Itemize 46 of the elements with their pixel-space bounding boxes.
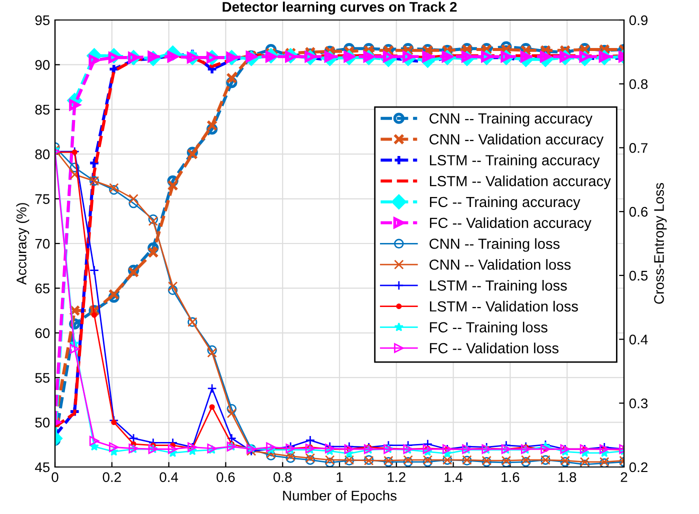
legend-label: FC -- Training accuracy: [430, 196, 580, 210]
x-tick-label: 0.6: [216, 472, 235, 482]
x-tick-label: 0.2: [102, 472, 121, 482]
legend-label: LSTM -- Training accuracy: [430, 154, 600, 168]
chart-title: Detector learning curves on Track 2: [222, 2, 457, 15]
x-tick-label: 0.8: [273, 472, 292, 482]
y-tick-label: 45: [35, 462, 50, 472]
y-tick-label: 80: [35, 149, 50, 160]
y2-tick-label: 0.3: [629, 398, 648, 408]
x-tick-label: 2: [620, 472, 628, 482]
y-tick-label: 85: [35, 104, 50, 115]
x-tick-label: 0: [52, 472, 58, 482]
legend-label: CNN -- Validation loss: [430, 259, 571, 270]
y-tick-label: 60: [35, 328, 50, 338]
y2-tick-label: 0.9: [629, 15, 648, 26]
x-tick-label: 1.2: [388, 472, 406, 482]
y-tick-label: 55: [35, 373, 50, 383]
legend-label: LSTM -- Training loss: [430, 280, 567, 294]
y2-tick-label: 0.4: [629, 334, 648, 344]
legend-label: LSTM -- Validation accuracy: [430, 176, 611, 190]
y-tick-label: 50: [35, 418, 50, 428]
x-tick-label: 1: [336, 472, 343, 482]
legend-label: CNN -- Training loss: [430, 238, 560, 252]
y2-tick-label: 0.8: [629, 79, 648, 90]
x-axis-title: Number of Epochs: [283, 490, 397, 504]
x-tick-label: 1.6: [502, 472, 520, 482]
y2-tick-label: 0.2: [629, 462, 648, 472]
y-tick-label: 90: [35, 60, 50, 70]
y-axis-title: Accuracy (%): [16, 203, 30, 285]
legend-label: CNN -- Validation accuracy: [430, 134, 604, 148]
legend-label: FC -- Validation loss: [430, 342, 558, 354]
legend-label: LSTM -- Validation loss: [430, 300, 578, 312]
legend-label: FC -- Validation accuracy: [430, 217, 592, 231]
y2-tick-label: 0.5: [629, 270, 648, 281]
y-tick-label: 65: [35, 284, 50, 294]
legend-label: FC -- Training loss: [430, 322, 548, 336]
x-tick-label: 0.4: [160, 472, 178, 482]
y2-tick-label: 0.7: [629, 143, 648, 153]
x-tick-label: 1.4: [444, 472, 463, 482]
x-tick-label: 1.8: [558, 472, 576, 482]
legend-label: CNN -- Training accuracy: [430, 112, 592, 126]
y-tick-label: 70: [35, 238, 50, 249]
y-tick-label: 95: [35, 15, 50, 26]
y-tick-label: 75: [35, 194, 50, 204]
y2-axis-title: Cross-Entropy Loss: [654, 183, 667, 304]
y2-tick-label: 0.6: [629, 206, 648, 217]
